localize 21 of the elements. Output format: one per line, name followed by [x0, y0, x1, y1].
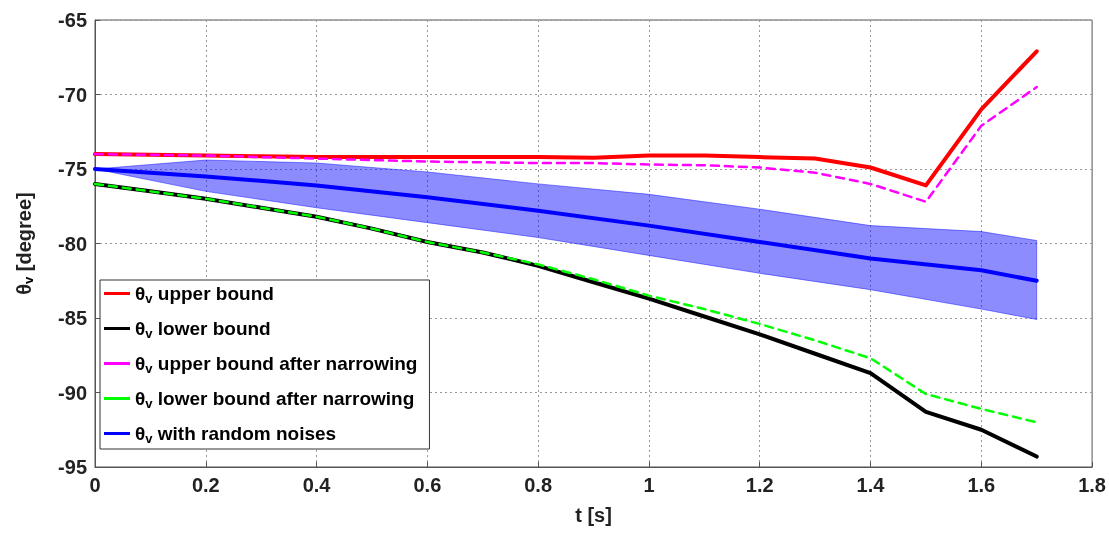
y-tick-label: -70 [58, 83, 87, 106]
x-tick-label: 1.8 [1078, 474, 1106, 496]
x-tick-label: 0 [89, 474, 101, 496]
y-tick-label: -95 [58, 456, 87, 478]
x-tick-label: 0.4 [302, 474, 332, 496]
x-tick-label: 1.6 [967, 474, 996, 496]
y-tick-label: -85 [58, 307, 87, 329]
x-tick-label: 1.4 [856, 474, 886, 496]
y-axis-title: θv [degree] [12, 192, 36, 295]
x-axis-title: t [s] [575, 504, 612, 526]
y-tick-label: -90 [58, 381, 87, 404]
x-tick-label: 0.6 [413, 474, 442, 496]
y-tick-label: -65 [58, 9, 87, 31]
x-tick-label: 1.2 [745, 474, 774, 496]
y-tick-label: -75 [58, 158, 87, 180]
line-series [93, 85, 1038, 204]
x-tick-label: 1 [643, 474, 655, 496]
y-tick-label: -80 [58, 232, 87, 255]
x-tick-label: 0.2 [191, 474, 220, 496]
x-tick-label: 0.8 [524, 474, 553, 496]
line-series [93, 167, 1039, 283]
